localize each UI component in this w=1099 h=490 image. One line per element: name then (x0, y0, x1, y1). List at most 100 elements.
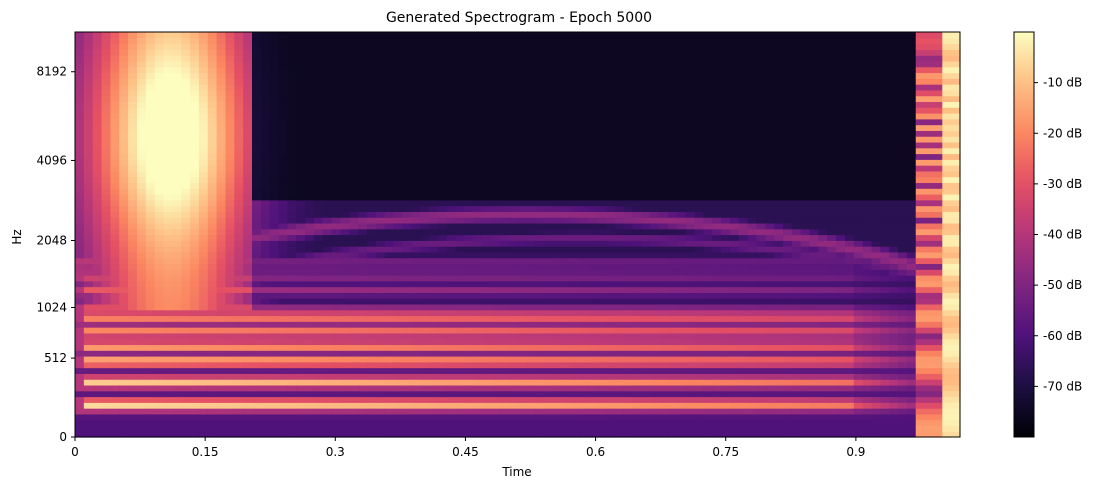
heatmap-cell (579, 367, 589, 374)
heatmap-cell (606, 425, 616, 432)
heatmap-cell (676, 101, 687, 108)
heatmap-cell (322, 251, 333, 259)
heatmap-cell (252, 384, 262, 392)
heatmap-cell (198, 89, 209, 97)
heatmap-cell (269, 188, 280, 195)
heatmap-cell (225, 205, 235, 212)
heatmap-cell (685, 338, 696, 346)
heatmap-cell (207, 176, 218, 184)
heatmap-cell (375, 60, 386, 68)
heatmap-cell (526, 136, 536, 143)
heatmap-cell (446, 182, 457, 189)
heatmap-cell (393, 101, 404, 108)
heatmap-cell (517, 55, 527, 62)
heatmap-cell (641, 43, 651, 50)
heatmap-cell (287, 361, 297, 369)
heatmap-cell (163, 222, 173, 230)
heatmap-cell (110, 194, 120, 201)
heatmap-cell (358, 199, 368, 207)
heatmap-cell (614, 228, 625, 236)
heatmap-cell (517, 176, 527, 184)
heatmap-cell (384, 234, 395, 241)
heatmap-cell (243, 217, 253, 224)
heatmap-cell (207, 60, 218, 68)
heatmap-cell (384, 89, 395, 97)
heatmap-cell (305, 165, 315, 172)
heatmap-cell (243, 199, 253, 207)
heatmap-cell (198, 84, 209, 91)
heatmap-cell (473, 84, 483, 91)
heatmap-cell (269, 338, 280, 346)
heatmap-cell (252, 205, 262, 212)
heatmap-cell (287, 199, 297, 207)
heatmap-cell (367, 315, 377, 322)
heatmap-cell (588, 327, 598, 334)
heatmap-cell (278, 60, 288, 68)
heatmap-cell (641, 402, 651, 409)
heatmap-cell (579, 222, 589, 230)
heatmap-cell (83, 95, 94, 103)
heatmap-cell (136, 327, 147, 334)
heatmap-cell (499, 95, 510, 103)
heatmap-cell (570, 246, 581, 253)
heatmap-cell (561, 234, 572, 241)
heatmap-cell (101, 130, 111, 137)
heatmap-cell (225, 390, 235, 398)
heatmap-cell (101, 136, 111, 143)
heatmap-cell (561, 413, 572, 421)
heatmap-cell (508, 205, 519, 212)
heatmap-cell (136, 292, 147, 299)
heatmap-cell (181, 269, 191, 276)
heatmap-cell (641, 118, 651, 126)
heatmap-cell (667, 217, 678, 224)
heatmap-cell (667, 246, 678, 253)
heatmap-cell (349, 188, 359, 195)
heatmap-cell (92, 286, 103, 293)
heatmap-cell (552, 188, 563, 195)
heatmap-cell (420, 194, 430, 201)
heatmap-cell (676, 194, 687, 201)
heatmap-cell (154, 159, 165, 166)
heatmap-cell (579, 141, 589, 149)
heatmap-cell (322, 390, 333, 398)
heatmap-cell (190, 269, 200, 276)
heatmap-cell (561, 246, 572, 253)
heatmap-cell (234, 66, 244, 74)
heatmap-cell (384, 246, 395, 253)
heatmap-cell (535, 413, 545, 421)
heatmap-cell (588, 188, 598, 195)
heatmap-cell (499, 37, 510, 45)
heatmap-cell (181, 419, 191, 427)
heatmap-cell (128, 89, 138, 97)
heatmap-cell (136, 356, 147, 363)
heatmap-cell (305, 32, 315, 39)
heatmap-cell (305, 379, 315, 386)
heatmap-cell (216, 113, 227, 120)
heatmap-cell (331, 211, 342, 218)
heatmap-cell (287, 55, 297, 62)
heatmap-cell (526, 413, 536, 421)
heatmap-cell (694, 136, 704, 143)
heatmap-cell (190, 60, 200, 68)
heatmap-cell (579, 37, 589, 45)
heatmap-cell (420, 275, 430, 282)
heatmap-cell (190, 321, 200, 328)
heatmap-cell (358, 332, 368, 340)
heatmap-cell (650, 338, 660, 346)
heatmap-cell (694, 269, 704, 276)
heatmap-cell (455, 431, 465, 438)
heatmap-cell (614, 66, 625, 74)
heatmap-cell (349, 303, 359, 311)
heatmap-cell (145, 78, 156, 85)
heatmap-cell (358, 37, 368, 45)
heatmap-cell (287, 101, 297, 108)
heatmap-cell (154, 101, 165, 108)
heatmap-cell (393, 211, 404, 218)
heatmap-cell (190, 89, 200, 97)
heatmap-cell (340, 309, 350, 317)
heatmap-cell (340, 124, 350, 131)
heatmap-cell (614, 153, 625, 160)
heatmap-cell (154, 309, 165, 317)
heatmap-cell (606, 60, 616, 68)
heatmap-cell (287, 113, 297, 120)
